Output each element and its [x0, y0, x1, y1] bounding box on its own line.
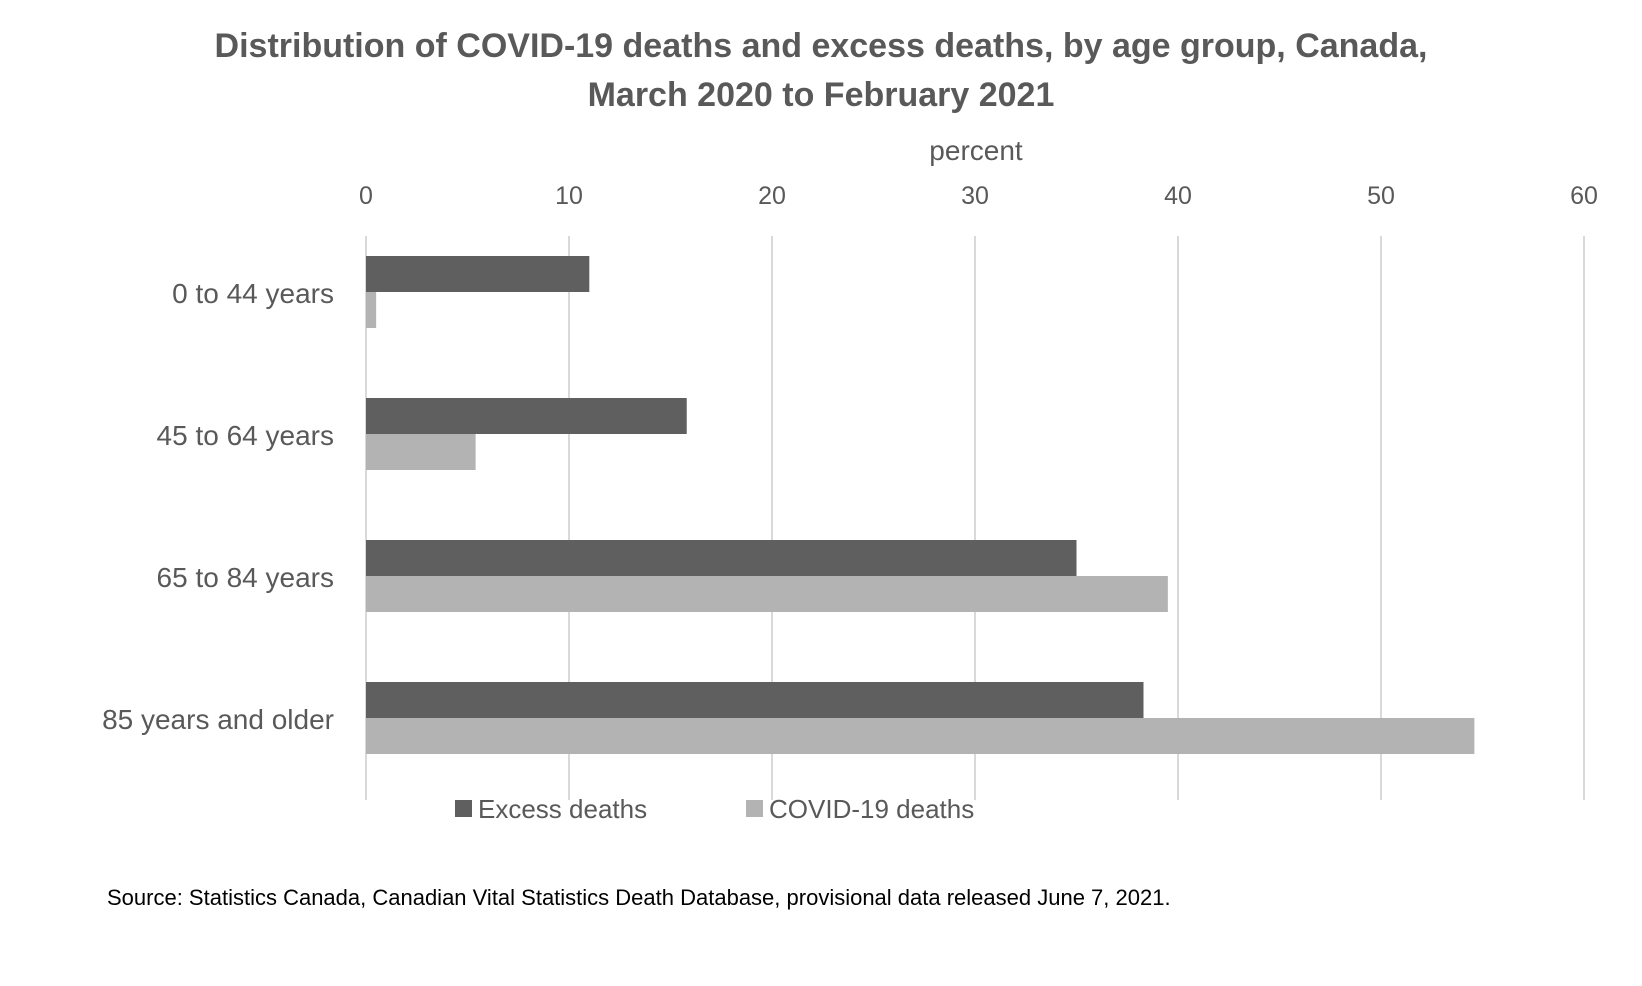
x-tick-label: 10: [555, 182, 583, 210]
x-tick-label: 60: [1570, 182, 1598, 210]
bar-excess-deaths: [366, 256, 590, 292]
bar-excess-deaths: [366, 682, 1144, 718]
legend: Excess deaths COVID-19 deaths: [455, 794, 974, 824]
legend-item: Excess deaths: [455, 794, 647, 824]
y-category-label: 65 to 84 years: [157, 562, 334, 593]
source-note: Source: Statistics Canada, Canadian Vita…: [107, 885, 1171, 910]
x-axis-tick-labels: 0 10 20 30 40 50 60: [359, 182, 1598, 210]
y-category-label: 85 years and older: [102, 704, 334, 735]
chart-title-line-1: Distribution of COVID-19 deaths and exce…: [214, 27, 1428, 65]
legend-label: Excess deaths: [478, 794, 647, 824]
x-tick-label: 20: [758, 182, 786, 210]
y-category-label: 0 to 44 years: [172, 278, 334, 309]
x-axis-title: percent: [929, 135, 1023, 166]
x-tick-label: 40: [1164, 182, 1192, 210]
y-axis-category-labels: 0 to 44 years 45 to 64 years 65 to 84 year…: [102, 278, 334, 735]
legend-label: COVID-19 deaths: [769, 794, 974, 824]
legend-swatch: [455, 800, 472, 817]
x-tick-label: 0: [359, 182, 373, 210]
chart-title: Distribution of COVID-19 deaths and exce…: [0, 22, 1642, 120]
legend-swatch: [746, 800, 763, 817]
x-tick-label: 50: [1367, 182, 1395, 210]
legend-item: COVID-19 deaths: [746, 794, 974, 824]
bar-excess-deaths: [366, 398, 687, 434]
bar-covid-19-deaths: [366, 434, 476, 470]
bar-covid-19-deaths: [366, 576, 1168, 612]
x-tick-label: 30: [961, 182, 989, 210]
bar-covid-19-deaths: [366, 292, 377, 328]
y-category-label: 45 to 64 years: [157, 420, 334, 451]
chart-title-line-2: March 2020 to February 2021: [587, 76, 1055, 114]
bars: [366, 256, 1475, 754]
bar-excess-deaths: [366, 540, 1077, 576]
bar-covid-19-deaths: [366, 718, 1475, 754]
